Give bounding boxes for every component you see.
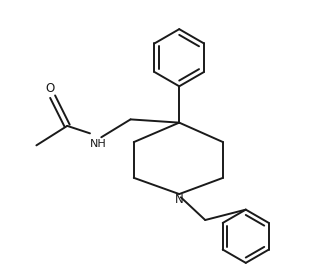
Text: N: N (175, 193, 184, 206)
Text: O: O (46, 82, 55, 95)
Text: NH: NH (90, 139, 107, 149)
